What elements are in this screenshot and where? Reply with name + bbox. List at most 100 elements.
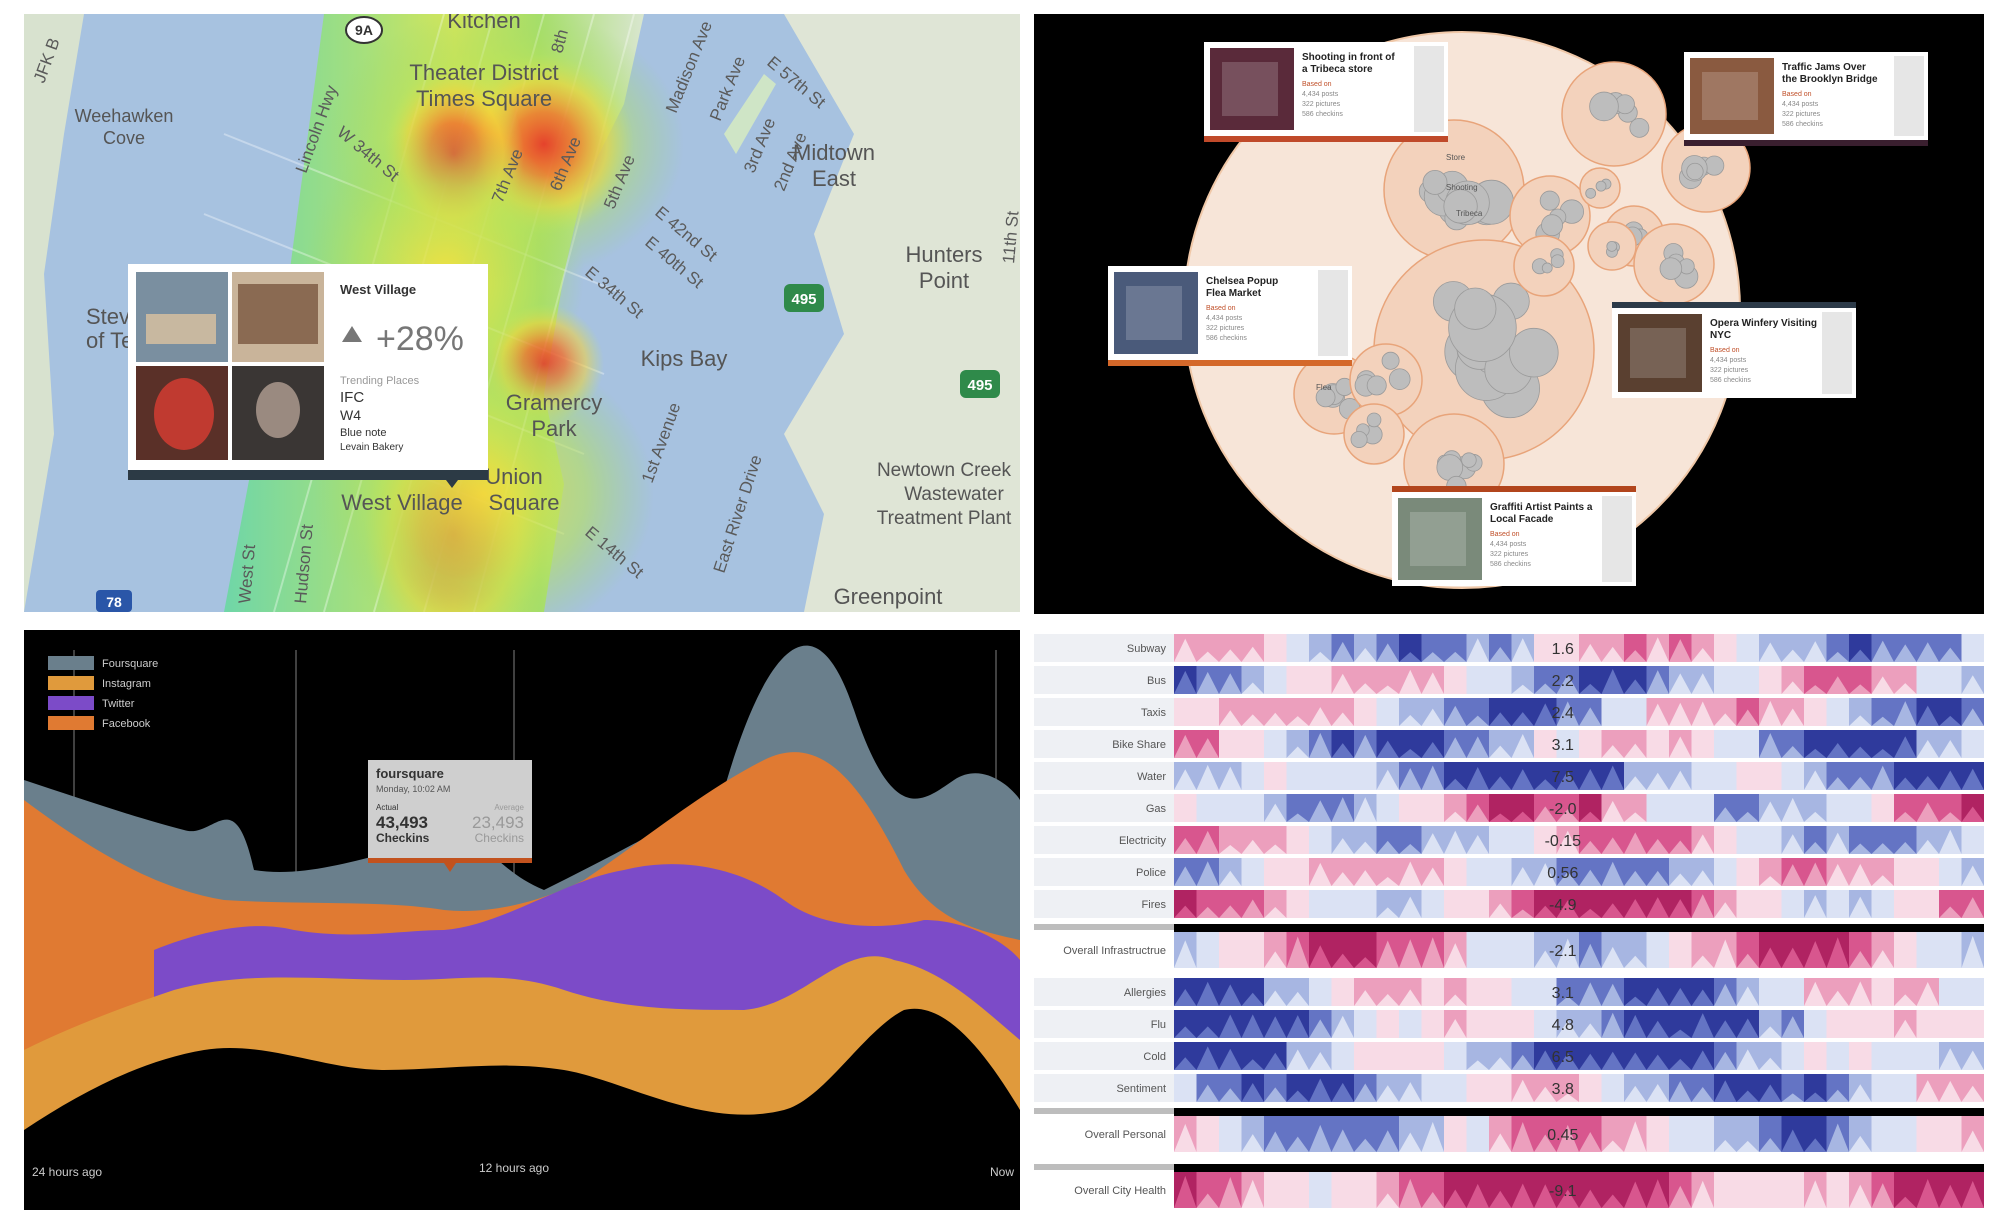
story-card[interactable]: Shooting in front ofa Tribeca store Based… [1204,42,1448,142]
horizon-peak [1691,870,1714,886]
horizon-peak [1894,1019,1917,1038]
horizon-row[interactable]: Bike Share 3.1 [1034,730,1984,758]
horizon-segment [1376,794,1400,822]
horizon-segment [1714,826,1738,854]
card-stat: 322 pictures [1302,101,1341,108]
horizon-row[interactable]: Flu 4.8 [1034,1010,1984,1038]
horizon-row[interactable]: Overall Infrastructrue -2.1 [1034,924,1984,968]
leaf-bubble[interactable] [1509,327,1559,378]
horizon-peak [1556,674,1579,694]
leaf-bubble[interactable] [1541,262,1553,274]
leaf-bubble[interactable] [1422,169,1448,195]
horizon-peak [1579,1189,1602,1208]
horizon-peak [1916,776,1939,790]
horizon-segment [1849,762,1873,790]
legend-swatch [48,716,94,730]
horizon-segment [1264,666,1288,694]
leaf-bubble[interactable] [1659,257,1683,280]
leaf-bubble[interactable] [1366,375,1387,396]
horizon-peak [1624,899,1647,918]
horizon-peak [1556,1124,1579,1152]
horizon-row[interactable]: Electricity -0.15 [1034,826,1984,854]
leaf-bubble[interactable] [1315,387,1336,408]
leaf-bubble[interactable] [1550,254,1565,269]
neighborhood-popup[interactable]: West Village +28% Trending Places IFC W4… [128,264,488,488]
leaf-bubble[interactable] [1461,452,1477,468]
leaf-bubble[interactable] [1629,117,1650,138]
horizon-row[interactable]: Fires -4.9 [1034,890,1984,918]
horizon-row[interactable]: Overall Personal 0.45 [1034,1108,1984,1152]
bubble-chart-panel[interactable]: Store Shooting Tribeca Flea Shooting in … [1034,14,1984,614]
streamgraph-panel[interactable]: Foursquare Instagram Twitter Facebook fo… [24,630,1020,1210]
row-label: Overall Personal [1085,1129,1166,1141]
horizon-peak [1556,770,1579,790]
heat-map-panel[interactable]: 9A 495 495 78 Kitchen Theater District T… [24,14,1020,612]
horizon-segment [1601,1116,1625,1152]
leaf-bubble[interactable] [1350,430,1368,448]
horizon-segment [1736,1116,1760,1152]
leaf-bubble[interactable] [1539,190,1560,211]
horizon-chart-panel[interactable]: Subway 1.6 Bus 2.2 Taxis 2.4 Bike Share 3.1 Wate… [1034,630,1984,1210]
horizon-row[interactable]: Overall City Health -9.1 [1034,1164,1984,1208]
horizon-row[interactable]: Bus 2.2 [1034,666,1984,694]
horizon-segment [1894,666,1918,694]
leaf-bubble[interactable] [1686,162,1704,181]
horizon-row[interactable]: Water 7.5 [1034,762,1984,790]
horizon-peak [1534,1086,1557,1102]
legend-item: Twitter [48,696,135,710]
leaf-bubble[interactable] [1388,368,1411,390]
horizon-peak [1894,1196,1917,1208]
horizon-peak [1174,940,1197,968]
leaf-bubble[interactable] [1541,214,1563,237]
leaf-bubble[interactable] [1585,187,1597,199]
horizon-segment [1849,794,1873,822]
leaf-bubble[interactable] [1366,412,1382,428]
horizon-peak [1646,637,1669,662]
leaf-bubble[interactable] [1443,189,1478,224]
horizon-peak [1219,766,1242,790]
horizon-row[interactable]: Sentiment 3.8 [1034,1074,1984,1102]
horizon-segment [1939,1116,1963,1152]
horizon-row[interactable]: Allergies 3.1 [1034,978,1984,1006]
horizon-row[interactable]: Cold 6.5 [1034,1042,1984,1070]
leaf-bubble[interactable] [1454,287,1497,330]
horizon-row[interactable]: Police 0.56 [1034,858,1984,886]
horizon-peak [1669,873,1692,886]
horizon-row[interactable]: Subway 1.6 [1034,634,1984,662]
horizon-segment [1219,634,1243,662]
horizon-row[interactable]: Gas -2.0 [1034,794,1984,822]
nj-land [24,14,84,612]
horizon-peak [1309,651,1332,662]
card-photo-highlight [1126,286,1182,340]
horizon-peak [1691,673,1714,694]
story-cards[interactable]: Shooting in front ofa Tribeca store Based… [1108,42,1928,586]
leaf-bubble[interactable] [1606,240,1618,252]
leaf-bubble[interactable] [1589,91,1619,122]
stream-tooltip[interactable]: foursquare Monday, 10:02 AM Actual 43,49… [368,760,532,872]
horizon-peak [1894,777,1917,790]
horizon-row[interactable]: Taxis 2.4 [1034,698,1984,726]
horizon-peak [1804,770,1827,790]
horizon-peak [1196,981,1219,1006]
horizon-segment [1804,826,1828,854]
horizon-segment [1939,890,1963,918]
leaf-bubble[interactable] [1704,155,1725,176]
legend-label: Foursquare [102,658,158,670]
leaf-bubble[interactable] [1381,351,1400,370]
horizon-segment [1916,932,1940,968]
horizon-peak [1736,1049,1759,1070]
horizon-peak [1219,649,1242,662]
horizon-segment [1624,932,1648,968]
horizon-segment [1489,794,1513,822]
horizon-peak [1556,701,1579,726]
horizon-peak [1174,1026,1197,1038]
leaf-bubble[interactable] [1595,180,1607,192]
horizon-peak [1691,989,1714,1006]
horizon-segment [1331,932,1355,968]
horizon-segment [1354,890,1378,918]
horizon-segment [1309,666,1333,694]
